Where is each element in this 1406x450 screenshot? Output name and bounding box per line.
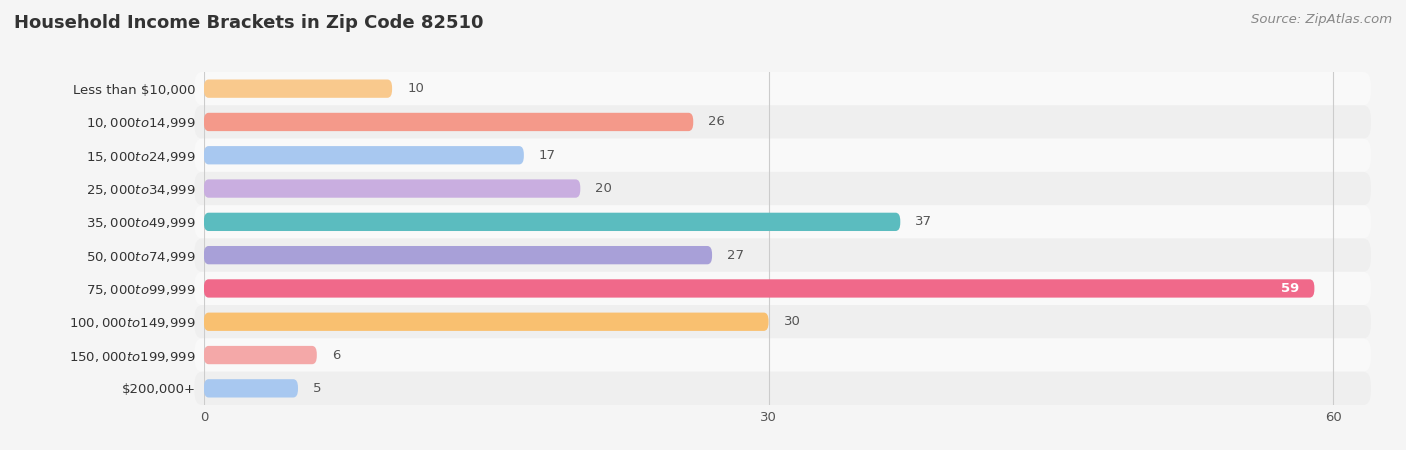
FancyBboxPatch shape xyxy=(204,180,581,198)
Text: 27: 27 xyxy=(727,249,744,261)
FancyBboxPatch shape xyxy=(194,139,1371,172)
FancyBboxPatch shape xyxy=(204,113,693,131)
FancyBboxPatch shape xyxy=(194,272,1371,305)
FancyBboxPatch shape xyxy=(194,372,1371,405)
FancyBboxPatch shape xyxy=(194,172,1371,205)
Text: 5: 5 xyxy=(314,382,322,395)
FancyBboxPatch shape xyxy=(204,346,316,364)
FancyBboxPatch shape xyxy=(204,379,298,397)
FancyBboxPatch shape xyxy=(194,338,1371,372)
Text: 59: 59 xyxy=(1281,282,1299,295)
FancyBboxPatch shape xyxy=(194,72,1371,105)
FancyBboxPatch shape xyxy=(194,105,1371,139)
Text: 37: 37 xyxy=(915,216,932,228)
Text: 10: 10 xyxy=(408,82,425,95)
FancyBboxPatch shape xyxy=(204,213,900,231)
Text: 6: 6 xyxy=(332,349,340,361)
Text: 20: 20 xyxy=(595,182,612,195)
Text: 30: 30 xyxy=(783,315,800,328)
FancyBboxPatch shape xyxy=(204,313,769,331)
FancyBboxPatch shape xyxy=(204,80,392,98)
Text: 26: 26 xyxy=(709,116,725,128)
FancyBboxPatch shape xyxy=(204,146,524,164)
FancyBboxPatch shape xyxy=(194,205,1371,239)
FancyBboxPatch shape xyxy=(204,246,711,264)
Text: Household Income Brackets in Zip Code 82510: Household Income Brackets in Zip Code 82… xyxy=(14,14,484,32)
FancyBboxPatch shape xyxy=(204,279,1315,297)
FancyBboxPatch shape xyxy=(194,238,1371,272)
Text: Source: ZipAtlas.com: Source: ZipAtlas.com xyxy=(1251,14,1392,27)
FancyBboxPatch shape xyxy=(194,305,1371,338)
Text: 17: 17 xyxy=(538,149,555,162)
